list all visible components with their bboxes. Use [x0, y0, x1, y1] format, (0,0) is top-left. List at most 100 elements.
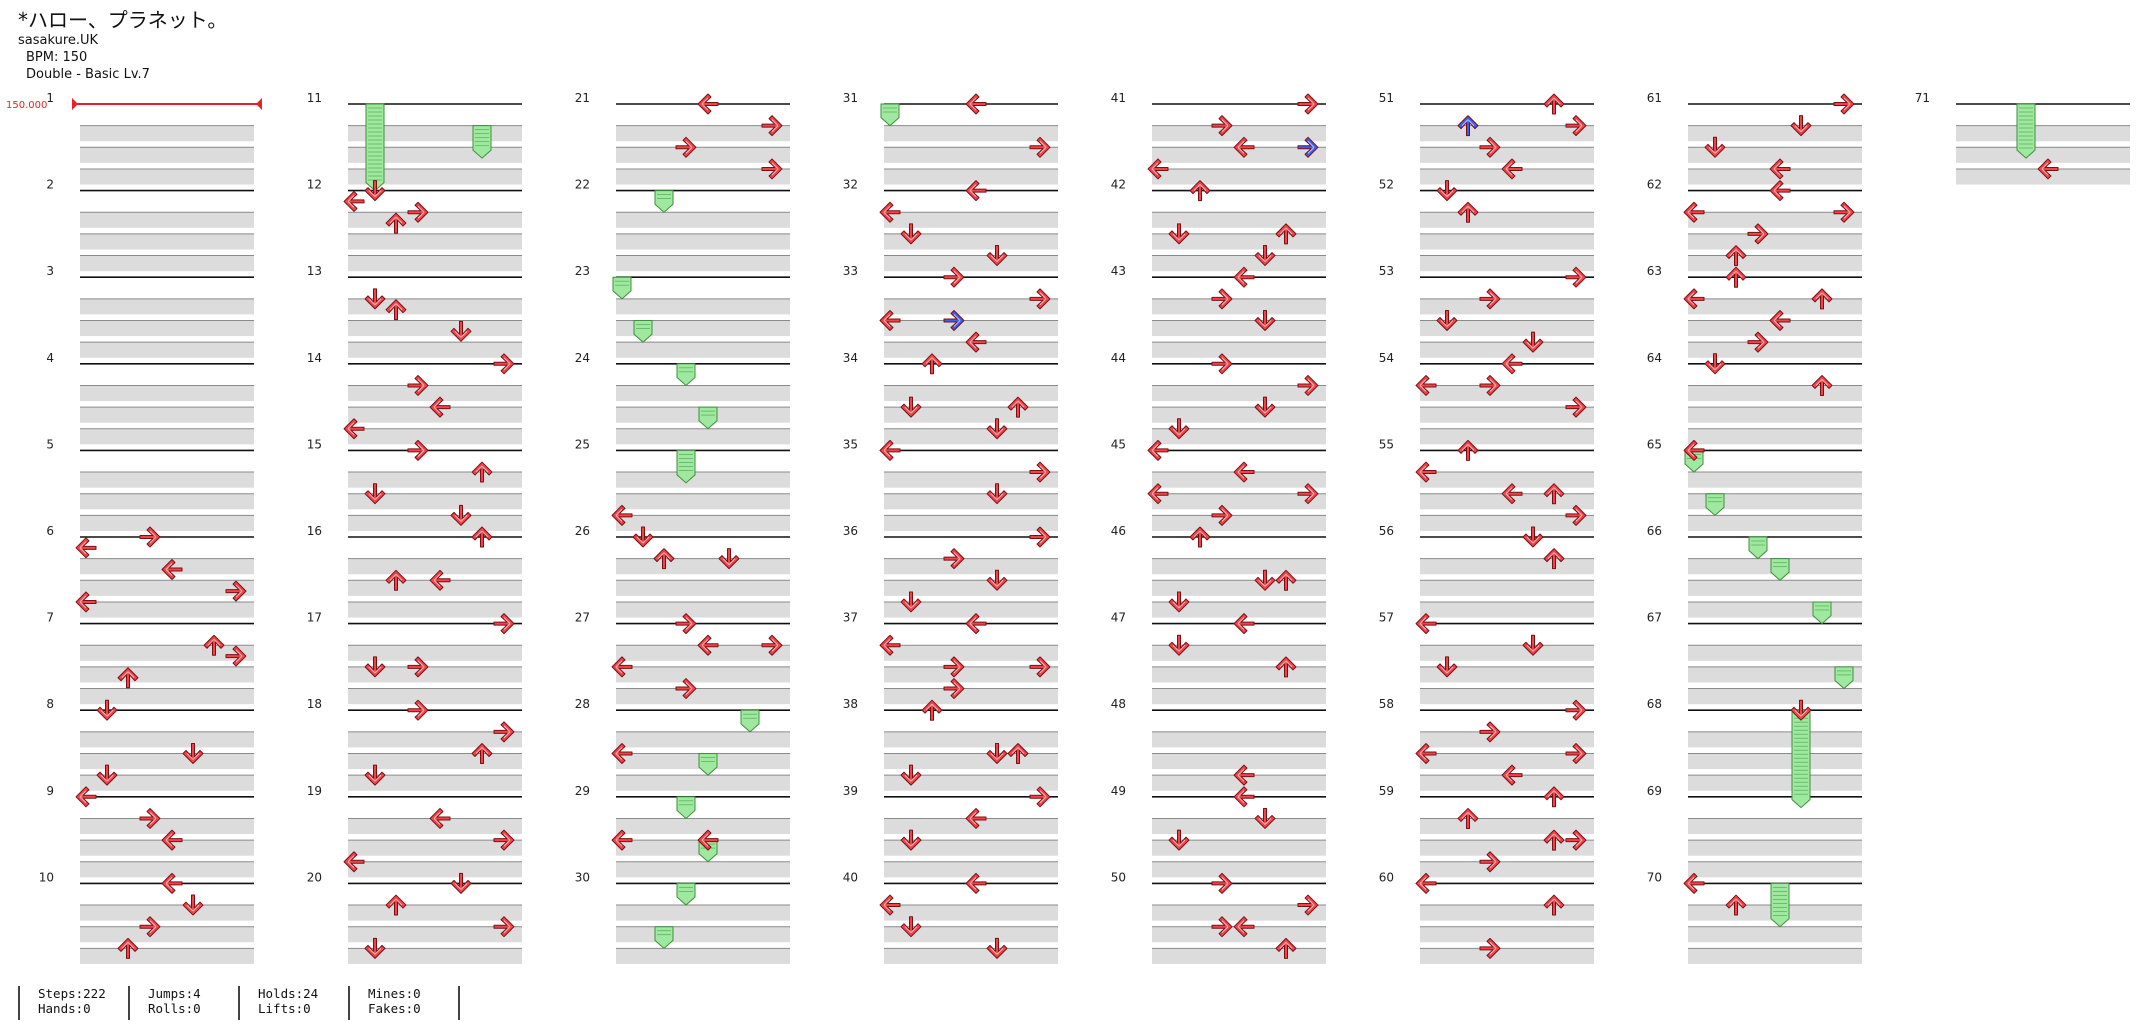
hold-note [1770, 882, 1790, 928]
measure-50: 50 [1111, 870, 1326, 964]
stat-fakes: Fakes:0 [368, 1001, 421, 1016]
measure-number: 6 [46, 524, 54, 538]
arrow-note [697, 634, 719, 656]
beat-band [616, 168, 790, 185]
measure-number: 2 [46, 178, 54, 192]
measure-number: 31 [843, 91, 858, 105]
beat-band [80, 320, 254, 337]
measure-55: 55 [1379, 437, 1594, 531]
beat-band [616, 255, 790, 272]
measure-26: 26 [575, 524, 790, 618]
arrow-note [1790, 699, 1812, 721]
beat-band [1688, 731, 1862, 748]
arrow-note [1233, 786, 1255, 808]
beat-band [884, 147, 1058, 163]
measure-number: 21 [575, 91, 590, 105]
arrow-note [1415, 872, 1437, 894]
beat-band [616, 948, 790, 964]
measure-46: 46 [1111, 524, 1326, 618]
measure-1: 1 [46, 91, 254, 185]
measure-22: 22 [575, 178, 790, 272]
arrow-note [450, 320, 472, 342]
arrow-note [1565, 504, 1587, 526]
chart-difficulty: Double - Basic Lv.7 [26, 67, 150, 82]
measure-number: 33 [843, 264, 858, 278]
beat-band [884, 320, 1058, 337]
measure-41: 41 [1111, 91, 1326, 185]
measure-number: 24 [575, 351, 590, 365]
beat-band [1420, 948, 1594, 964]
beat-band [80, 385, 254, 402]
beat-band [884, 601, 1058, 618]
measure-number: 49 [1111, 784, 1126, 798]
beat-band [348, 840, 522, 856]
arrow-note [1168, 223, 1190, 245]
measure-58: 58 [1379, 697, 1594, 791]
beat-band [1688, 666, 1862, 683]
beat-band [616, 125, 790, 142]
stat-divider [458, 986, 460, 1020]
hold-note [472, 125, 492, 159]
measure-10: 10 [39, 870, 254, 964]
measure-71: 71 [1915, 91, 2130, 185]
arrow-note [1211, 115, 1233, 137]
arrow-note [117, 937, 139, 959]
measure-27: 27 [575, 611, 790, 705]
beat-band [616, 666, 790, 683]
measure-number: 66 [1647, 524, 1662, 538]
arrow-note [96, 699, 118, 721]
arrow-note [1254, 245, 1276, 267]
beat-band [884, 255, 1058, 272]
beat-band [1420, 753, 1594, 770]
beat-band [348, 168, 522, 185]
beat-band [348, 926, 522, 943]
beat-band [348, 775, 522, 791]
beat-band [1420, 233, 1594, 250]
beat-band [348, 407, 522, 423]
beat-band [1420, 493, 1594, 510]
arrow-note [900, 223, 922, 245]
arrow-note [1254, 310, 1276, 331]
arrow-note [1233, 136, 1255, 158]
beat-band [1420, 666, 1594, 683]
arrow-note [407, 439, 429, 461]
beat-band [1420, 580, 1594, 596]
measure-14: 14 [307, 351, 522, 445]
arrow-note [1833, 93, 1855, 115]
beat-band [1688, 493, 1862, 510]
arrow-note [1211, 916, 1233, 938]
beat-band [1420, 147, 1594, 163]
measure-53: 53 [1379, 264, 1594, 358]
beat-band [616, 515, 790, 531]
measure-36: 36 [843, 524, 1058, 618]
beat-band [616, 601, 790, 618]
beat-band [1152, 147, 1326, 163]
arrow-note [921, 699, 943, 721]
beat-band [348, 753, 522, 770]
arrow-note [1683, 439, 1705, 461]
arrow-note [1233, 461, 1255, 483]
arrow-note [1147, 158, 1169, 180]
arrow-note [1297, 93, 1319, 115]
arrow-note [1029, 786, 1051, 808]
arrow-note [986, 569, 1008, 591]
arrow-note [493, 829, 515, 851]
measure-33: 33 [843, 264, 1058, 358]
beat-band [1152, 233, 1326, 250]
arrow-note [493, 353, 515, 375]
measure-number: 12 [307, 178, 322, 192]
measure-number: 37 [843, 611, 858, 625]
beat-band [616, 428, 790, 445]
measure-number: 7 [46, 611, 54, 625]
beat-band [1688, 298, 1862, 315]
measure-60: 60 [1379, 870, 1594, 964]
beat-band [1152, 861, 1326, 878]
hold-note [698, 753, 718, 776]
arrow-note [986, 245, 1008, 267]
arrow-note [1029, 526, 1051, 548]
beat-band [1688, 688, 1862, 705]
beat-band [1420, 775, 1594, 791]
measure-number: 20 [307, 870, 322, 884]
beat-band [1688, 428, 1862, 445]
measure-18: 18 [307, 697, 522, 791]
